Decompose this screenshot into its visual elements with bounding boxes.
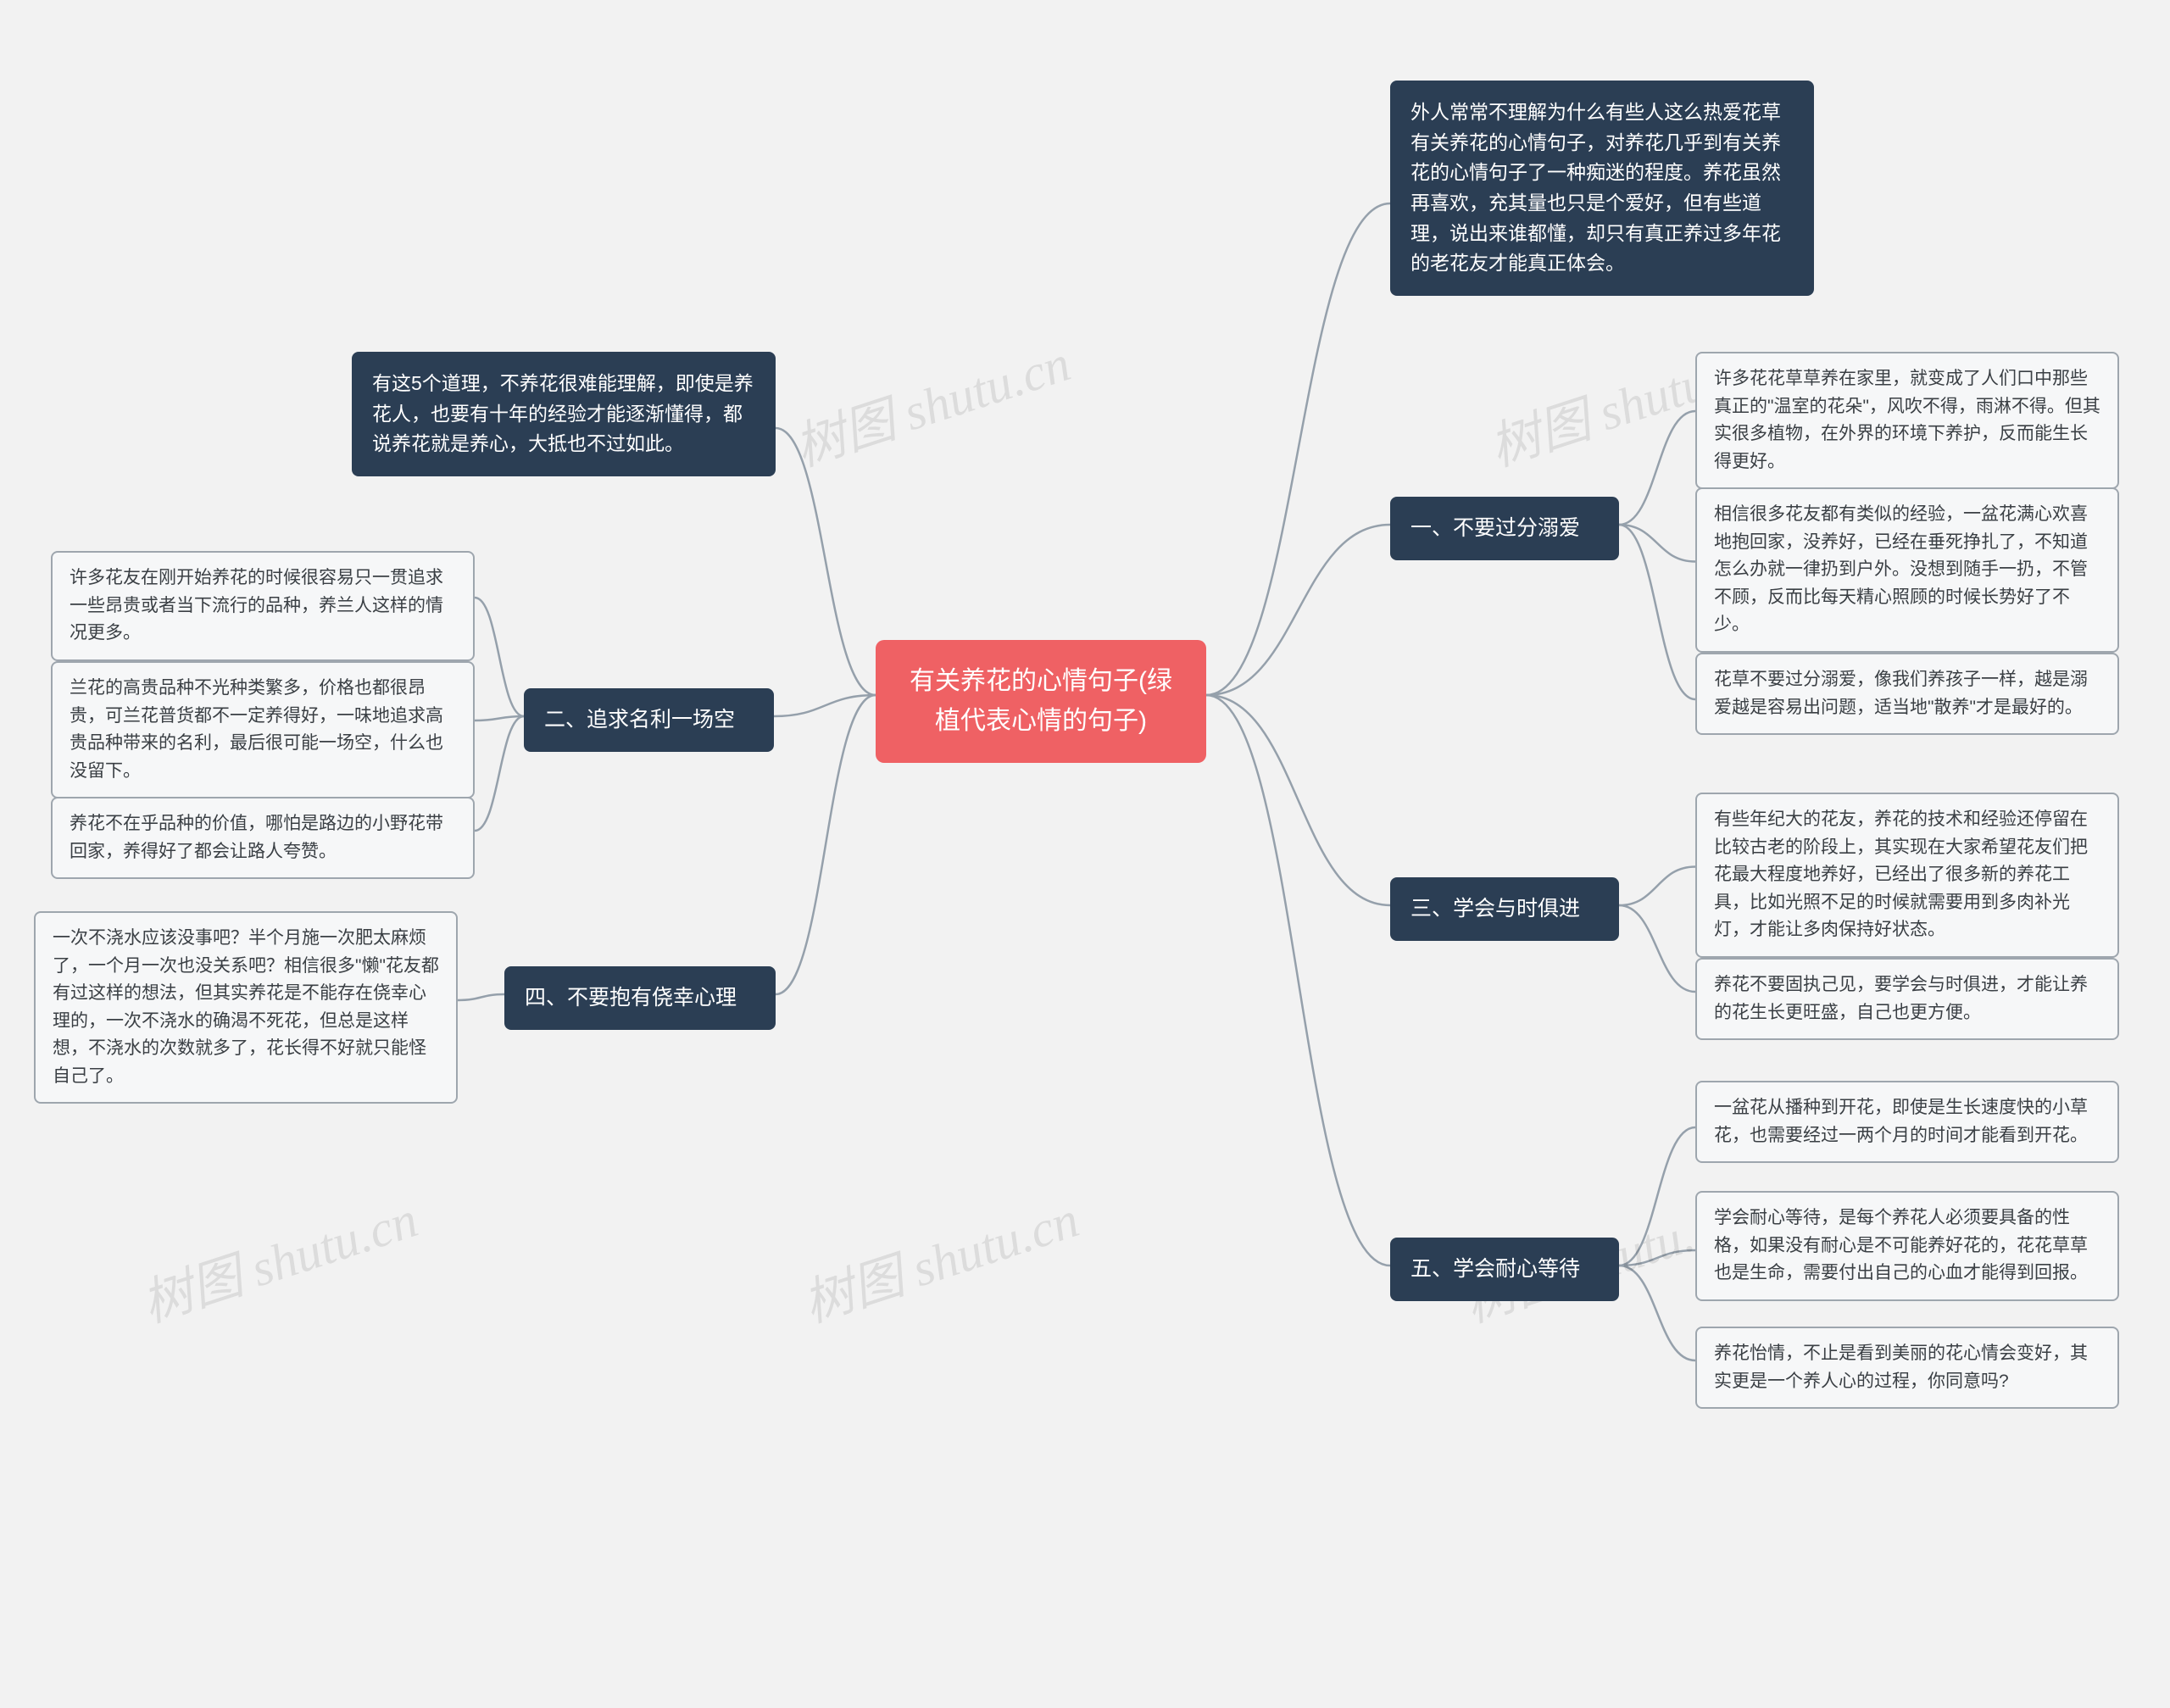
- connector: [458, 994, 504, 1000]
- mindmap-node: 五、学会耐心等待: [1390, 1238, 1619, 1301]
- mindmap-node: 学会耐心等待，是每个养花人必须要具备的性格，如果没有耐心是不可能养好花的，花花草…: [1695, 1191, 2119, 1301]
- connector: [1206, 695, 1390, 905]
- connector: [776, 695, 876, 994]
- mindmap-node: 一盆花从播种到开花，即使是生长速度快的小草花，也需要经过一两个月的时间才能看到开…: [1695, 1081, 2119, 1163]
- mindmap-node: 四、不要抱有侥幸心理: [504, 966, 776, 1030]
- mindmap-node: 有这5个道理，不养花很难能理解，即使是养花人，也要有十年的经验才能逐渐懂得，都说…: [352, 352, 776, 476]
- connector: [1619, 867, 1695, 906]
- mindmap-node: 养花不在乎品种的价值，哪怕是路边的小野花带回家，养得好了都会让路人夸赞。: [51, 797, 475, 879]
- mindmap-node: 外人常常不理解为什么有些人这么热爱花草有关养花的心情句子，对养花几乎到有关养花的…: [1390, 81, 1814, 296]
- mindmap-node: 三、学会与时俱进: [1390, 877, 1619, 941]
- mindmap-node: 有些年纪大的花友，养花的技术和经验还停留在比较古老的阶段上，其实现在大家希望花友…: [1695, 793, 2119, 958]
- mindmap-node: 一、不要过分溺爱: [1390, 497, 1619, 560]
- connector: [475, 598, 524, 716]
- connector: [1619, 905, 1695, 992]
- mindmap-node: 花草不要过分溺爱，像我们养孩子一样，越是溺爱越是容易出问题，适当地"散养"才是最…: [1695, 653, 2119, 735]
- connector: [776, 428, 876, 695]
- mindmap-node: 二、追求名利一场空: [524, 688, 774, 752]
- mindmap-node: 养花不要固执己见，要学会与时俱进，才能让养的花生长更旺盛，自己也更方便。: [1695, 958, 2119, 1040]
- watermark: 树图 shutu.cn: [784, 322, 1078, 481]
- connector: [1619, 525, 1695, 699]
- connector: [1619, 525, 1695, 562]
- connector: [1206, 695, 1390, 1266]
- mindmap-node: 许多花花草草养在家里，就变成了人们口中那些真正的"温室的花朵"，风吹不得，雨淋不…: [1695, 352, 2119, 489]
- mindmap-node: 相信很多花友都有类似的经验，一盆花满心欢喜地抱回家，没养好，已经在垂死挣扎了，不…: [1695, 487, 2119, 653]
- connector: [774, 695, 876, 716]
- watermark: 树图 shutu.cn: [793, 1178, 1087, 1337]
- mindmap-node: 兰花的高贵品种不光种类繁多，价格也都很昂贵，可兰花普货都不一定养得好，一味地追求…: [51, 661, 475, 798]
- mindmap-node: 有关养花的心情句子(绿植代表心情的句子): [876, 640, 1206, 763]
- mindmap-node: 许多花友在刚开始养花的时候很容易只一贯追求一些昂贵或者当下流行的品种，养兰人这样…: [51, 551, 475, 661]
- connector: [1206, 525, 1390, 695]
- watermark: 树图 shutu.cn: [131, 1178, 426, 1337]
- connector: [1206, 203, 1390, 695]
- connector: [1619, 1250, 1695, 1266]
- connector: [1619, 1266, 1695, 1360]
- mindmap-node: 养花怡情，不止是看到美丽的花心情会变好，其实更是一个养人心的过程，你同意吗?: [1695, 1327, 2119, 1409]
- connector: [475, 716, 524, 831]
- mindmap-node: 一次不浇水应该没事吧？半个月施一次肥太麻烦了，一个月一次也没关系吧？相信很多"懒…: [34, 911, 458, 1104]
- connector: [1619, 1127, 1695, 1266]
- connector: [475, 716, 524, 720]
- connector: [1619, 411, 1695, 525]
